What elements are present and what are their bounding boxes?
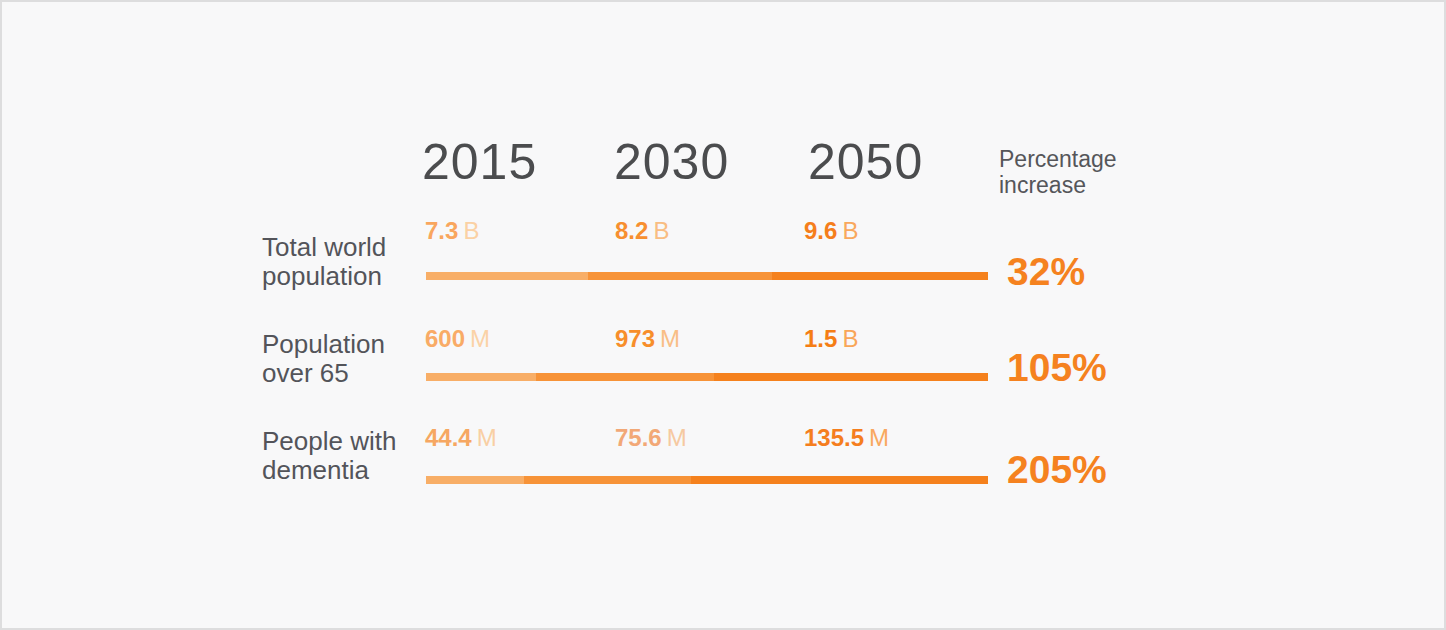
row-label-population-over-65: Population over 65 <box>262 330 385 388</box>
value-unit: B <box>842 217 858 244</box>
row-label-line2: over 65 <box>262 359 385 388</box>
bar-segment-2050 <box>691 476 988 484</box>
bar-segment-2030 <box>536 373 714 381</box>
value-unit: M <box>477 424 497 451</box>
value-number: 7.3 <box>425 217 458 244</box>
value-unit: B <box>653 217 669 244</box>
bar-segment-2030 <box>524 476 691 484</box>
value-people-with-dementia-2050: 135.5M <box>804 426 889 450</box>
value-number: 44.4 <box>425 424 472 451</box>
value-unit: M <box>470 325 490 352</box>
column-header-2015: 2015 <box>422 136 537 188</box>
row-label-people-with-dementia: People with dementia <box>262 427 396 485</box>
value-unit: B <box>463 217 479 244</box>
bar-segment-2050 <box>714 373 988 381</box>
value-population-over-65-2050: 1.5B <box>804 327 858 351</box>
value-number: 135.5 <box>804 424 864 451</box>
value-unit: B <box>842 325 858 352</box>
row-label-total-world-population: Total world population <box>262 233 386 291</box>
bar-segment-2050 <box>772 272 988 280</box>
bar-segment-2015 <box>426 373 536 381</box>
percentage-increase-people-with-dementia: 205% <box>1007 450 1107 489</box>
value-population-over-65-2015: 600M <box>425 327 490 351</box>
column-header-2050: 2050 <box>808 136 923 188</box>
bar-total-world-population <box>426 272 988 280</box>
value-total-world-population-2015: 7.3B <box>425 219 479 243</box>
value-number: 973 <box>615 325 655 352</box>
value-unit: M <box>660 325 680 352</box>
percentage-increase-header: Percentage increase <box>999 146 1117 198</box>
value-people-with-dementia-2015: 44.4M <box>425 426 497 450</box>
row-label-line1: Total world <box>262 233 386 262</box>
bar-people-with-dementia <box>426 476 988 484</box>
bar-population-over-65 <box>426 373 988 381</box>
row-label-line1: People with <box>262 427 396 456</box>
value-number: 75.6 <box>615 424 662 451</box>
bar-segment-2015 <box>426 476 524 484</box>
value-total-world-population-2030: 8.2B <box>615 219 669 243</box>
value-unit: M <box>667 424 687 451</box>
percentage-increase-header-line2: increase <box>999 172 1117 198</box>
row-label-line2: dementia <box>262 456 396 485</box>
infographic-canvas: 2015 2030 2050 Percentage increase Total… <box>0 0 1446 630</box>
percentage-increase-population-over-65: 105% <box>1007 348 1107 387</box>
value-number: 1.5 <box>804 325 837 352</box>
row-label-line2: population <box>262 262 386 291</box>
column-header-2030: 2030 <box>614 136 729 188</box>
bar-segment-2015 <box>426 272 588 280</box>
value-number: 9.6 <box>804 217 837 244</box>
value-number: 600 <box>425 325 465 352</box>
percentage-increase-total-world-population: 32% <box>1007 252 1085 291</box>
bar-segment-2030 <box>588 272 772 280</box>
value-people-with-dementia-2030: 75.6M <box>615 426 687 450</box>
value-population-over-65-2030: 973M <box>615 327 680 351</box>
row-label-line1: Population <box>262 330 385 359</box>
value-total-world-population-2050: 9.6B <box>804 219 858 243</box>
value-unit: M <box>869 424 889 451</box>
percentage-increase-header-line1: Percentage <box>999 146 1117 172</box>
value-number: 8.2 <box>615 217 648 244</box>
